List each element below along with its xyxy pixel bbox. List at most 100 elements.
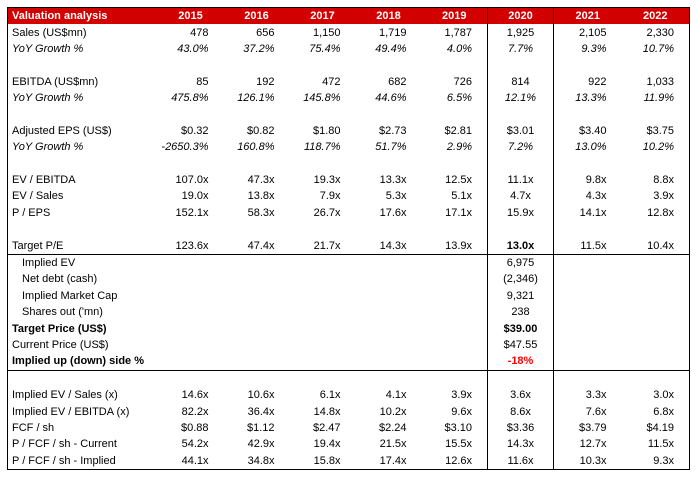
value-cell: 4.7x xyxy=(487,188,554,205)
value-cell: $3.01 xyxy=(487,122,554,140)
value-cell xyxy=(355,353,422,371)
value-cell: 7.7% xyxy=(487,40,554,58)
value-cell: 34.8x xyxy=(247,454,275,467)
value-cell xyxy=(158,288,224,304)
value-cell: 656 xyxy=(256,26,275,39)
spacer-row xyxy=(8,370,690,387)
table-row: FCF / sh $0.88 $1.12 $2.47 $2.24 $3.10 $3.36 $3… xyxy=(8,419,690,437)
spacer-cell xyxy=(224,156,290,172)
row-label: Net debt (cash) xyxy=(22,273,98,286)
value-cell: 12.7x xyxy=(579,438,607,451)
value-cell: 6.8x xyxy=(653,405,674,418)
value-cell: 58.3x xyxy=(247,206,275,219)
spacer-cell xyxy=(554,106,622,122)
spacer-cell xyxy=(290,106,356,122)
table-row: Implied EV / EBITDA (x) 82.2x 36.4x 14.8x 10… xyxy=(8,403,690,420)
row-label: Implied EV / EBITDA (x) xyxy=(12,405,130,418)
value-cell: 3.3x xyxy=(585,389,607,402)
value-cell: 11.1x xyxy=(487,171,554,189)
value-cell: $2.73 xyxy=(378,124,407,137)
value-cell xyxy=(554,271,622,287)
value-cell: 7.9x xyxy=(319,190,341,203)
year-header: 2017 xyxy=(289,7,356,25)
value-cell: 682 xyxy=(388,75,407,88)
table-row: P / EPS 152.1x 58.3x 26.7x 17.6x 17.1x 15.9x 14… xyxy=(8,204,690,222)
value-cell: 12.6x xyxy=(445,454,472,467)
spacer-cell xyxy=(158,156,224,172)
value-cell xyxy=(158,337,224,353)
value-cell: 7.2% xyxy=(487,139,554,156)
value-cell: 54.2x xyxy=(181,438,209,451)
value-cell: 1,787 xyxy=(444,26,472,39)
value-cell xyxy=(224,304,290,320)
year-header: 2019 xyxy=(421,7,488,25)
value-cell: 9.8x xyxy=(585,174,607,187)
row-label: Sales (US$mn) xyxy=(12,26,87,39)
table-row: P / FCF / sh - Implied 44.1x 34.8x 15.8x 17.… xyxy=(8,452,690,470)
value-cell: 11.5x xyxy=(580,239,607,252)
table-row: Target P/E 123.6x 47.4x 21.7x 14.3x 13.9x 13.0… xyxy=(8,237,690,255)
value-cell: 13.9x xyxy=(445,239,472,252)
value-cell: 21.5x xyxy=(379,438,407,451)
value-cell: 152.1x xyxy=(175,206,209,219)
value-cell xyxy=(224,288,290,304)
value-cell: 192 xyxy=(256,75,275,88)
value-cell: $0.82 xyxy=(246,124,275,137)
value-cell: $39.00 xyxy=(487,320,554,337)
value-cell: $3.79 xyxy=(578,421,607,434)
spacer-cell xyxy=(356,156,422,172)
value-cell: 19.4x xyxy=(313,438,341,451)
year-header: 2016 xyxy=(223,7,290,25)
value-cell: $47.55 xyxy=(487,336,554,354)
value-cell: $3.40 xyxy=(578,124,607,137)
value-cell: 3.0x xyxy=(653,389,674,402)
spacer-cell xyxy=(622,221,690,237)
spacer-cell xyxy=(487,106,554,123)
row-label: Target P/E xyxy=(12,239,64,252)
value-cell: $2.47 xyxy=(312,421,341,434)
table-row: YoY Growth % 43.0% 37.2% 75.4% 49.4% 4.0% 7.7%… xyxy=(8,40,690,58)
value-cell xyxy=(622,288,690,304)
value-cell: 814 xyxy=(487,73,554,90)
value-cell xyxy=(421,353,488,371)
value-cell: 14.8x xyxy=(313,405,341,418)
value-cell xyxy=(554,320,622,336)
row-label: Shares out ('mn) xyxy=(22,306,103,319)
value-cell: 13.0x xyxy=(487,237,554,255)
spacer-cell xyxy=(622,106,690,122)
value-cell: 7.6x xyxy=(585,405,607,418)
value-cell: 1,150 xyxy=(312,26,341,39)
value-cell: 44.6% xyxy=(375,92,407,105)
spacer-cell xyxy=(158,57,224,73)
value-cell: 11.9% xyxy=(643,92,674,105)
value-cell xyxy=(356,337,422,353)
value-cell xyxy=(289,253,356,272)
spacer-cell xyxy=(8,156,158,172)
value-cell xyxy=(290,304,356,320)
value-cell: $0.32 xyxy=(180,124,209,137)
value-cell: 14.6x xyxy=(181,389,209,402)
table-row: Sales (US$mn) 478 656 1,150 1,719 1,787 1,925 2… xyxy=(8,24,690,41)
value-cell xyxy=(554,288,622,304)
value-cell: 13.3x xyxy=(379,174,407,187)
value-cell: 51.7% xyxy=(375,141,407,154)
table-row: YoY Growth % -2650.3% 160.8% 118.7% 51.7% 2.9… xyxy=(8,139,690,156)
value-cell: 75.4% xyxy=(309,42,341,55)
table-row: Implied EV 6,975 xyxy=(7,253,690,272)
spacer-row xyxy=(8,106,690,123)
table-row: EBITDA (US$mn) 85 192 472 682 726 814 922 1,033 xyxy=(8,73,690,90)
value-cell: 10.7% xyxy=(642,42,674,55)
spacer-cell xyxy=(422,106,488,122)
value-cell xyxy=(290,271,356,287)
row-label: YoY Growth % xyxy=(12,92,84,105)
value-cell: 17.1x xyxy=(445,206,472,219)
value-cell xyxy=(422,337,488,353)
value-cell: $2.81 xyxy=(444,124,472,137)
value-cell xyxy=(622,320,690,336)
value-cell xyxy=(421,253,488,272)
value-cell: 8.8x xyxy=(653,174,674,187)
value-cell: 922 xyxy=(588,75,607,88)
header-row: Valuation analysis 2015 2016 2017 2018 2019 20… xyxy=(7,7,690,25)
value-cell: 10.4x xyxy=(647,239,674,252)
spacer-cell xyxy=(8,370,158,387)
